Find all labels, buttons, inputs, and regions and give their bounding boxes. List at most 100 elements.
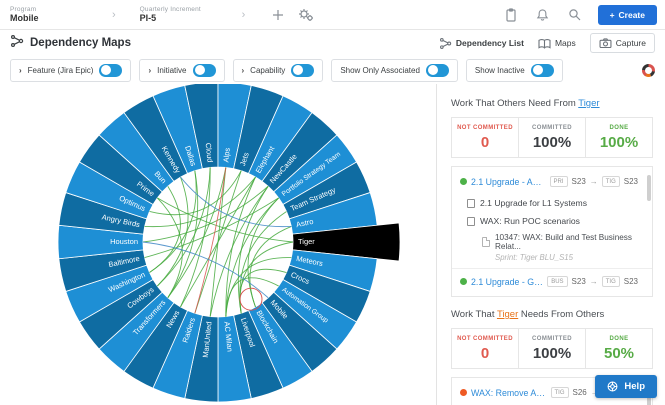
wheel-label-tiger: Tiger: [298, 237, 315, 246]
help-label: Help: [624, 381, 645, 392]
filter-toggle-show-only-associated[interactable]: Show Only Associated: [331, 58, 458, 82]
scrollbar-thumb[interactable]: [647, 175, 651, 201]
filter-toggle-capability[interactable]: › Capability: [232, 58, 324, 82]
program-value: Mobile: [10, 13, 39, 23]
section-title-text: Work That: [451, 98, 498, 109]
commitment-stats: NOT COMMITTED 0 COMMITTED 100% DONE 50%: [451, 328, 653, 369]
wheel-label-jets: Jets: [238, 151, 251, 167]
to-team-badge: TIG: [601, 276, 620, 287]
add-icon[interactable]: [269, 6, 287, 24]
toggle-switch[interactable]: [425, 63, 449, 77]
stat-label: NOT COMMITTED: [457, 125, 513, 131]
feature-title: WAX: Run POC scenarios: [480, 216, 580, 226]
stat-not-committed: NOT COMMITTED 0: [452, 329, 518, 368]
dependency-detail-panel: Work That Others Need From Tiger NOT COMM…: [436, 84, 665, 405]
section-title-text: Others Need From: [497, 98, 579, 109]
dependency-link[interactable]: 2.1 Upgrade - Auto GN: [471, 176, 546, 187]
maps-button[interactable]: Maps: [538, 38, 576, 49]
filter-label: Initiative: [157, 65, 187, 75]
filter-toggle-initiative[interactable]: › Initiative: [139, 58, 225, 82]
toggle-switch[interactable]: [192, 63, 216, 77]
program-selector[interactable]: Program Mobile: [10, 6, 100, 23]
dependency-chord: [225, 197, 279, 317]
toggle-switch[interactable]: [530, 63, 554, 77]
dependency-chord: [249, 225, 292, 308]
help-button[interactable]: Help: [595, 375, 657, 398]
stat-value: 50%: [603, 345, 635, 362]
toggle-switch[interactable]: [291, 63, 315, 77]
stat-label: DONE: [609, 336, 629, 342]
arrow-icon: →: [589, 277, 598, 286]
dependency-link[interactable]: 2.1 Upgrade - GNG pac: [471, 276, 543, 287]
checkbox-icon[interactable]: [467, 216, 475, 226]
main-content: Dallas Cloud Alps Jets Elephant NewCastle Port…: [0, 81, 665, 405]
section-title-text: Needs From Others: [518, 309, 605, 320]
dependency-list-label: Dependency List: [455, 38, 524, 48]
filter-toggle-feature-jira-epic-[interactable]: › Feature (Jira Epic): [10, 58, 132, 82]
dependency-chord: [167, 170, 199, 298]
stat-value: 100%: [532, 345, 572, 362]
wheel-label-cloud: Cloud: [204, 142, 215, 162]
increment-selector[interactable]: Quarterly Increment PI-5: [140, 6, 230, 23]
dependency-link[interactable]: WAX: Remove Analytic...: [471, 387, 547, 398]
title-bar: Dependency Maps Dependency List Maps Cap…: [0, 30, 665, 56]
chevron-expand-icon[interactable]: ›: [19, 65, 22, 75]
filter-label: Feature (Jira Epic): [27, 65, 94, 75]
to-sprint: S23: [623, 177, 638, 186]
wheel-label-manunited: ManUnited: [201, 321, 214, 358]
wheel-sector-kennedy[interactable]: [123, 95, 189, 182]
chevron-expand-icon[interactable]: ›: [241, 65, 245, 75]
increment-value: PI-5: [139, 13, 157, 23]
section-title: Work That Others Need From Tiger: [451, 98, 653, 109]
from-sprint: S23: [571, 277, 586, 286]
dependency-chord: [239, 268, 287, 314]
arrow-icon: →: [589, 177, 598, 186]
section-title: Work That Tiger Needs From Others: [451, 309, 653, 320]
capture-label: Capture: [615, 38, 646, 48]
stat-value: 0: [480, 134, 490, 151]
feature-row[interactable]: WAX: Run POC scenarios: [452, 212, 652, 230]
capture-button[interactable]: Capture: [589, 33, 655, 53]
bell-icon[interactable]: [534, 6, 552, 24]
chevron-expand-icon[interactable]: ›: [148, 65, 152, 75]
filter-toggle-show-inactive[interactable]: Show Inactive: [465, 58, 563, 82]
stat-done: DONE 50%: [585, 329, 652, 368]
create-label: Create: [618, 9, 645, 20]
dependency-wheel-svg[interactable]: Dallas Cloud Alps Jets ElephantNewCastlePort…: [0, 81, 436, 405]
from-team-badge: BUS: [547, 276, 568, 287]
top-bar: Program Mobile › Quarterly Increment PI-…: [0, 0, 665, 30]
story-row[interactable]: 10347: WAX: Build and Test Business Rela…: [452, 230, 652, 252]
stat-label: COMMITTED: [532, 336, 572, 342]
stat-done: DONE 100%: [585, 118, 652, 157]
from-team-badge: PRI: [549, 176, 568, 187]
feature-row[interactable]: 2.1 Upgrade for L1 Systems: [452, 194, 652, 212]
dependency-chord: [167, 167, 227, 299]
status-dot-icon: [460, 278, 467, 285]
stat-value: 100%: [532, 134, 572, 151]
wheel-label-ac-milan: AC Milan: [222, 321, 234, 352]
section-title-text: Work That: [451, 309, 497, 320]
plus-icon: +: [609, 9, 615, 20]
dependency-list-button[interactable]: Dependency List: [439, 37, 524, 49]
status-dot-icon: [460, 178, 467, 185]
filter-label: Show Inactive: [474, 65, 525, 75]
toggle-switch[interactable]: [99, 63, 123, 77]
sprint-label: Sprint: Tiger BLU_S15: [495, 253, 573, 262]
to-team-badge: TIG: [601, 176, 620, 187]
chevron-right-icon: ›: [241, 8, 246, 21]
dependency-chord: [142, 185, 269, 243]
team-link[interactable]: Tiger: [578, 98, 600, 109]
settings-gears-icon[interactable]: [297, 6, 315, 24]
checkbox-icon[interactable]: [467, 198, 475, 208]
stat-label: DONE: [609, 125, 629, 131]
dependency-chord: [225, 277, 279, 317]
filter-label: Show Only Associated: [340, 65, 420, 75]
feature-title: 2.1 Upgrade for L1 Systems: [480, 198, 587, 208]
create-button[interactable]: + Create: [597, 4, 657, 25]
team-link[interactable]: Tiger: [496, 309, 519, 320]
search-icon[interactable]: [566, 6, 584, 24]
wheel-label-astro: Astro: [295, 217, 314, 229]
clipboard-icon[interactable]: [502, 6, 520, 24]
